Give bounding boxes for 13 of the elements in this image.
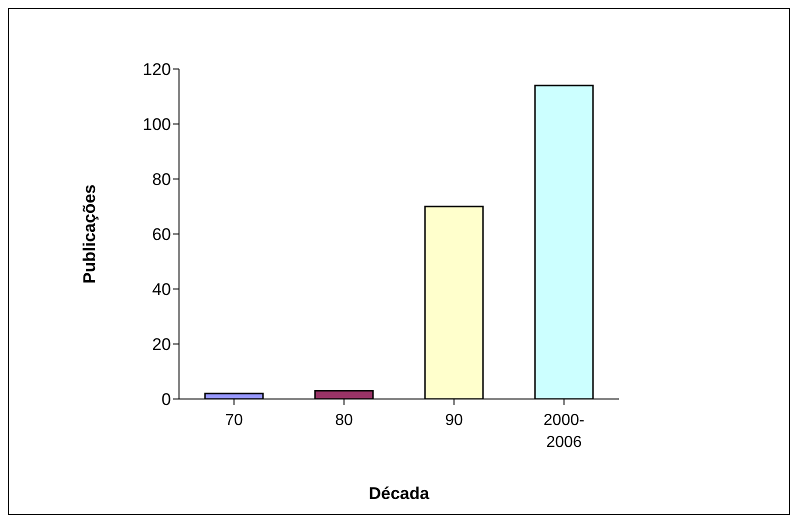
y-tick-label: 20 bbox=[152, 335, 171, 354]
y-tick-label: 100 bbox=[142, 115, 171, 134]
x-tick-label: 80 bbox=[335, 412, 353, 429]
x-tick-label: 2000- 2006 bbox=[544, 412, 584, 451]
y-tick-label: 60 bbox=[152, 225, 171, 244]
y-axis-title: Publicações bbox=[80, 184, 100, 284]
x-tick-label: 90 bbox=[445, 412, 463, 429]
y-tick-label: 120 bbox=[142, 60, 171, 80]
x-axis-title: Década bbox=[368, 484, 430, 503]
y-tick-label: 80 bbox=[152, 170, 171, 190]
x-tick-label: 70 bbox=[225, 412, 243, 429]
y-tick-label: 40 bbox=[152, 280, 171, 300]
y-tick-label: 0 bbox=[162, 390, 171, 410]
